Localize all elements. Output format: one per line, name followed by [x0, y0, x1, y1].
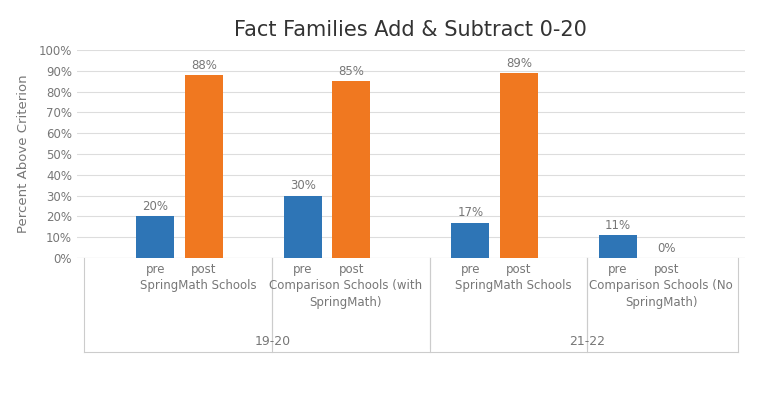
- Text: SpringMath Schools: SpringMath Schools: [141, 279, 257, 292]
- Text: 0%: 0%: [657, 242, 676, 255]
- Text: 11%: 11%: [604, 219, 631, 232]
- Text: 19-20: 19-20: [254, 335, 290, 348]
- Text: 30%: 30%: [290, 179, 316, 192]
- Bar: [185, 75, 223, 258]
- Text: 85%: 85%: [339, 65, 364, 78]
- Bar: [452, 223, 489, 258]
- Text: Comparison Schools (with
SpringMath): Comparison Schools (with SpringMath): [270, 279, 422, 309]
- Text: Comparison Schools (No
SpringMath): Comparison Schools (No SpringMath): [589, 279, 733, 309]
- Title: Fact Families Add & Subtract 0-20: Fact Families Add & Subtract 0-20: [234, 20, 588, 40]
- Bar: [500, 73, 538, 258]
- Y-axis label: Percent Above Criterion: Percent Above Criterion: [17, 74, 30, 233]
- Bar: [333, 81, 370, 258]
- Text: SpringMath Schools: SpringMath Schools: [455, 279, 572, 292]
- Bar: [136, 216, 174, 258]
- Text: 89%: 89%: [506, 57, 532, 70]
- Text: 21-22: 21-22: [569, 335, 605, 348]
- Text: 17%: 17%: [457, 206, 483, 220]
- Text: 88%: 88%: [191, 59, 217, 72]
- Text: 20%: 20%: [142, 200, 168, 213]
- Bar: [283, 196, 322, 258]
- Bar: [599, 235, 637, 258]
